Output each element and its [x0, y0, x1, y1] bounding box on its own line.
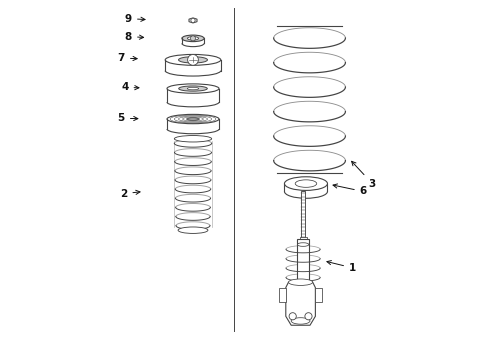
- Ellipse shape: [179, 86, 207, 91]
- Circle shape: [188, 54, 198, 65]
- Text: 4: 4: [121, 82, 139, 93]
- Bar: [297, 239, 309, 282]
- Circle shape: [191, 18, 195, 23]
- Ellipse shape: [188, 37, 198, 40]
- Circle shape: [305, 313, 312, 320]
- Text: 6: 6: [333, 184, 367, 197]
- Polygon shape: [286, 282, 316, 325]
- Text: 8: 8: [125, 32, 144, 41]
- Ellipse shape: [187, 118, 199, 120]
- Text: 9: 9: [125, 14, 145, 24]
- Ellipse shape: [187, 87, 199, 90]
- Ellipse shape: [167, 84, 219, 93]
- Ellipse shape: [182, 35, 204, 42]
- Text: 5: 5: [118, 113, 138, 123]
- Bar: [301, 192, 305, 239]
- Ellipse shape: [174, 135, 212, 142]
- Polygon shape: [279, 288, 286, 302]
- Text: 7: 7: [118, 53, 137, 63]
- Ellipse shape: [291, 318, 310, 324]
- Circle shape: [191, 36, 196, 41]
- Ellipse shape: [178, 227, 208, 233]
- Text: 3: 3: [352, 161, 376, 189]
- Polygon shape: [189, 18, 197, 23]
- Ellipse shape: [285, 177, 327, 190]
- Text: 1: 1: [327, 261, 356, 273]
- Bar: [300, 237, 307, 246]
- Circle shape: [289, 313, 296, 320]
- Text: 2: 2: [120, 189, 140, 199]
- Polygon shape: [316, 288, 322, 302]
- Ellipse shape: [165, 54, 221, 65]
- Ellipse shape: [178, 57, 207, 63]
- Ellipse shape: [295, 180, 317, 187]
- Ellipse shape: [167, 114, 219, 124]
- Ellipse shape: [297, 243, 309, 246]
- Ellipse shape: [289, 279, 313, 285]
